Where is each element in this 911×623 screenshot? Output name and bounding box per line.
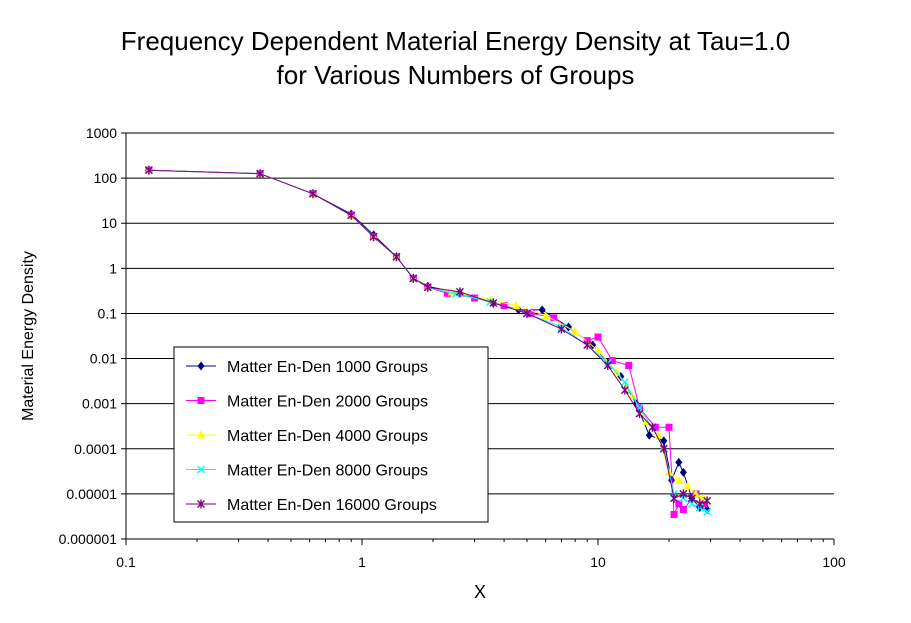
data-point (144, 165, 153, 175)
chart-title-line-1: Frequency Dependent Material Energy Dens… (120, 26, 791, 56)
data-point (571, 326, 580, 335)
data-point (489, 298, 498, 308)
x-tick-label: 100 (822, 554, 846, 570)
data-point (409, 273, 418, 283)
legend-label: Matter En-Den 8000 Groups (227, 463, 428, 480)
x-tick-label: 0.1 (116, 554, 136, 570)
data-point (670, 510, 678, 518)
data-point (665, 423, 673, 431)
data-point (455, 287, 464, 297)
data-point (369, 232, 378, 242)
data-point (648, 422, 657, 432)
data-point (659, 444, 668, 454)
data-point (608, 357, 616, 365)
data-point (703, 496, 712, 506)
y-tick-label: 0.000001 (59, 531, 118, 547)
data-point (695, 499, 704, 509)
data-point (620, 385, 629, 395)
data-point (674, 475, 683, 484)
legend-item-4: Matter En-Den 16000 Groups (186, 497, 437, 514)
x-tick-label: 10 (590, 554, 606, 570)
legend-marker (197, 465, 205, 474)
data-point (538, 305, 546, 315)
data-point (679, 489, 688, 499)
y-tick-label: 0.1 (98, 305, 118, 321)
data-point (392, 252, 401, 262)
data-point (703, 507, 712, 516)
data-point (620, 378, 629, 387)
data-point (443, 289, 451, 297)
data-point (583, 340, 592, 350)
y-axis-title: Material Energy Density (20, 251, 37, 421)
y-tick-label: 0.01 (90, 351, 117, 367)
data-point (645, 430, 653, 440)
y-tick-label: 10 (101, 215, 117, 231)
data-point (550, 314, 558, 322)
legend-box (173, 346, 489, 523)
y-tick-label: 1000 (86, 125, 117, 141)
legend-label: Matter En-Den 2000 Groups (227, 394, 428, 411)
legend-item-1: Matter En-Den 2000 Groups (186, 394, 428, 411)
data-point (557, 324, 566, 334)
legend-label: Matter En-Den 4000 Groups (227, 428, 428, 445)
data-point (687, 493, 696, 503)
data-point (679, 506, 687, 514)
legend-marker (197, 361, 205, 371)
data-point (654, 430, 663, 439)
data-point (594, 333, 602, 341)
data-point (541, 311, 550, 320)
data-point (635, 409, 644, 419)
legend-item-3: Matter En-Den 8000 Groups (186, 463, 428, 480)
y-tick-label: 0.001 (82, 396, 117, 412)
data-point (309, 189, 317, 199)
data-point (256, 169, 265, 179)
data-point (527, 309, 535, 317)
legend: Matter En-Den 1000 Groups Matter En-Den 2… (173, 346, 489, 523)
data-point (679, 467, 687, 477)
y-tick-label: 0.0001 (74, 441, 117, 457)
legend-label: Matter En-Den 1000 Groups (227, 359, 428, 376)
y-tick-label: 0.00001 (66, 486, 117, 502)
series-4 (144, 165, 712, 509)
data-point (625, 362, 633, 370)
data-point (683, 481, 692, 490)
data-point (347, 210, 356, 220)
data-point (651, 423, 659, 431)
x-axis-title: X (474, 582, 486, 602)
data-point (522, 308, 531, 318)
data-point (675, 457, 683, 467)
data-point (512, 301, 521, 310)
y-tick-label: 100 (94, 170, 118, 186)
data-point (500, 302, 508, 310)
legend-marker (197, 499, 205, 509)
legend-marker (197, 397, 205, 404)
legend-item-0: Matter En-Den 1000 Groups (186, 359, 428, 376)
data-point (670, 493, 679, 503)
y-tick-label: 1 (109, 260, 117, 276)
data-point (612, 367, 621, 376)
legend-item-2: Matter En-Den 4000 Groups (186, 428, 428, 445)
chart-title-line-2: for Various Numbers of Groups (276, 60, 635, 90)
data-point (603, 361, 612, 371)
data-point (423, 282, 432, 292)
data-point (675, 500, 683, 508)
legend-label: Matter En-Den 16000 Groups (227, 497, 437, 514)
legend-marker (197, 430, 205, 439)
x-tick-label: 1 (358, 554, 366, 570)
